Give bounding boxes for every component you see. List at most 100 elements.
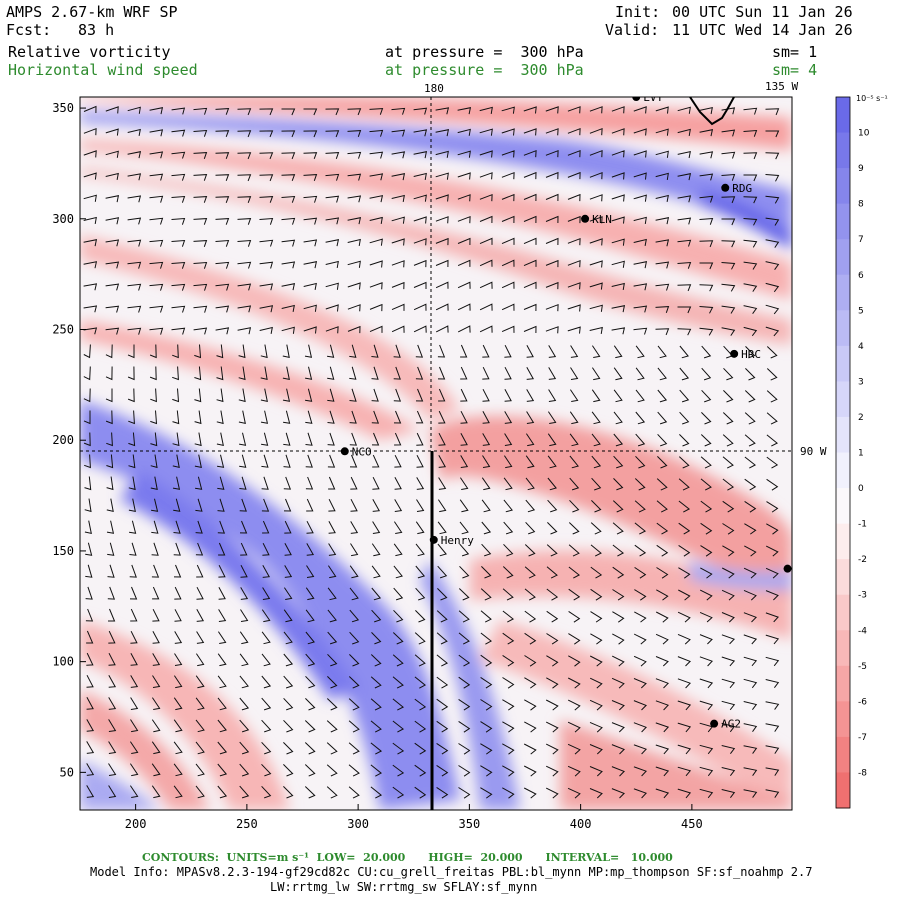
wind-barbs bbox=[83, 105, 780, 799]
y-tick-label: 150 bbox=[52, 544, 74, 558]
station-marker bbox=[632, 97, 641, 101]
colorbar-tick-label: 9 bbox=[858, 164, 864, 174]
field1-smoothing: sm= 1 bbox=[772, 43, 818, 61]
colorbar-swatch bbox=[836, 239, 850, 276]
colorbar-swatch bbox=[836, 488, 850, 525]
field2-name: Horizontal wind speed bbox=[8, 61, 198, 79]
stations: LVT RDG KLN HRC NCO Henry AG2 bbox=[340, 91, 792, 731]
colorbar-tick-label: 2 bbox=[858, 413, 864, 423]
vorticity-band bbox=[120, 470, 360, 700]
colorbar-swatch bbox=[836, 559, 850, 596]
colorbar-swatch bbox=[836, 452, 850, 489]
vorticity-band bbox=[80, 760, 160, 810]
station-marker bbox=[340, 447, 349, 456]
colorbar-tick-label: -1 bbox=[858, 520, 867, 530]
field1-level: at pressure = 300 hPa bbox=[385, 43, 584, 61]
coastline bbox=[689, 97, 735, 126]
station-label: NCO bbox=[352, 445, 372, 458]
colorbar-frame bbox=[835, 96, 851, 809]
y-tick-label: 350 bbox=[52, 101, 74, 115]
station-label: AG2 bbox=[721, 718, 741, 731]
station-label: LVT bbox=[643, 91, 663, 104]
colorbar-swatch bbox=[836, 97, 850, 134]
colorbar-swatch bbox=[836, 701, 850, 738]
x-tick-label: 200 bbox=[125, 817, 147, 831]
vorticity-band bbox=[700, 190, 792, 250]
vorticity-field bbox=[80, 97, 792, 810]
station-marker bbox=[730, 349, 739, 358]
meridian-label-180: 180 bbox=[424, 82, 444, 95]
colorbar-swatch bbox=[836, 381, 850, 418]
colorbar-tick-label: -7 bbox=[858, 733, 867, 743]
station-marker bbox=[429, 535, 438, 544]
station-label: KLN bbox=[592, 213, 612, 226]
contours-info: CONTOURS: UNITS=m s⁻¹ LOW= 20.000 HIGH= … bbox=[142, 851, 673, 864]
x-tick-label: 350 bbox=[459, 817, 481, 831]
model-info-line2: LW:rrtmg_lw SW:rrtmg_sw SFLAY:sf_mynn bbox=[270, 880, 538, 894]
colorbar-swatch bbox=[836, 630, 850, 667]
init-time: 00 UTC Sun 11 Jan 26 bbox=[672, 3, 853, 21]
colorbar-tick-label: -5 bbox=[858, 662, 867, 672]
colorbar-tick-label: -6 bbox=[858, 697, 867, 707]
vorticity-band bbox=[480, 620, 792, 810]
init-label: Init: bbox=[615, 3, 661, 21]
vorticity-band bbox=[80, 112, 792, 245]
model-info-line1: Model Info: MPASv8.2.3-194-gf29cd82c CU:… bbox=[90, 865, 813, 879]
vorticity-band bbox=[420, 560, 520, 810]
colorbar-tick-label: 7 bbox=[858, 235, 864, 245]
y-tick-label: 50 bbox=[60, 765, 74, 779]
colorbar-swatch bbox=[836, 416, 850, 453]
valid-label: Valid: bbox=[605, 21, 660, 39]
field1-name: Relative vorticity bbox=[8, 43, 171, 61]
x-tick-label: 300 bbox=[347, 817, 369, 831]
colorbar-tick-label: -8 bbox=[858, 768, 867, 778]
colorbar-swatch bbox=[836, 665, 850, 702]
model-title: AMPS 2.67-km WRF SP bbox=[6, 3, 178, 21]
colorbar-tick-label: 8 bbox=[858, 200, 864, 210]
forecast-hours: 83 h bbox=[78, 21, 115, 39]
colorbar-swatch bbox=[836, 203, 850, 240]
meridian-label-135w: 135 W bbox=[765, 80, 798, 93]
colorbar-tick-label: -2 bbox=[858, 555, 867, 565]
y-tick-label: 250 bbox=[52, 323, 74, 337]
vorticity-band bbox=[80, 320, 420, 440]
colorbar-unit: 10⁻⁵ s⁻¹ bbox=[856, 94, 888, 103]
colorbar-swatch bbox=[836, 523, 850, 560]
y-tick-label: 300 bbox=[52, 212, 74, 226]
y-tick-label: 100 bbox=[52, 655, 74, 669]
axes: 200 250 300 350 400 450 50 100 150 200 250 300 350 bbox=[52, 101, 702, 831]
vorticity-band bbox=[80, 140, 792, 300]
wind-barb-field bbox=[83, 105, 780, 799]
field2-smoothing: sm= 4 bbox=[772, 61, 818, 79]
colorbar-swatch bbox=[836, 132, 850, 169]
vorticity-band bbox=[690, 560, 792, 590]
vorticity-band bbox=[80, 690, 210, 810]
station-label: HRC bbox=[741, 348, 761, 361]
field2-level: at pressure = 300 hPa bbox=[385, 61, 584, 79]
meridian-label-90w: 90 W bbox=[800, 445, 827, 458]
station-marker bbox=[783, 564, 792, 573]
colorbar-tick-label: 1 bbox=[858, 449, 864, 459]
colorbar-swatch bbox=[836, 594, 850, 631]
colorbar-swatch bbox=[836, 345, 850, 382]
colorbar-swatch bbox=[836, 274, 850, 311]
colorbar-tick-label: -4 bbox=[858, 626, 867, 636]
colorbar-tick-label: 3 bbox=[858, 377, 864, 387]
colorbar-swatch bbox=[836, 168, 850, 205]
station-label: Henry bbox=[441, 534, 474, 547]
colorbar-tick-label: 5 bbox=[858, 306, 864, 316]
vorticity-band bbox=[560, 720, 792, 810]
vorticity-band bbox=[80, 400, 460, 810]
colorbar-tick-label: 6 bbox=[858, 271, 864, 281]
y-tick-label: 200 bbox=[52, 433, 74, 447]
x-tick-label: 250 bbox=[236, 817, 258, 831]
vorticity-band bbox=[80, 235, 460, 420]
valid-time: 11 UTC Wed 14 Jan 26 bbox=[672, 21, 853, 39]
colorbar-tick-label: 0 bbox=[858, 484, 864, 494]
colorbar-tick-label: -3 bbox=[858, 591, 867, 601]
station-marker bbox=[581, 214, 590, 223]
colorbar-swatch bbox=[836, 736, 850, 773]
x-tick-label: 400 bbox=[570, 817, 592, 831]
